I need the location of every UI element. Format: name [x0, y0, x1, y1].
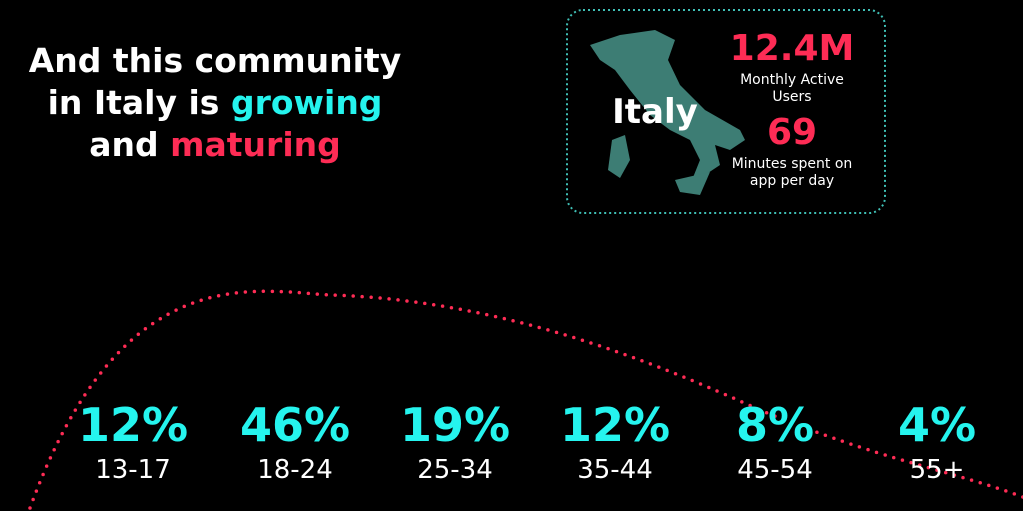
stat-label: Minutes spent on app per day	[731, 156, 853, 189]
age-share: 46%	[239, 398, 351, 452]
stat-label: Monthly Active Users	[740, 72, 844, 105]
headline-text: and	[89, 125, 159, 164]
headline: in Italy is growing	[0, 82, 430, 124]
stat-value: 69	[766, 112, 818, 153]
headline-line: And this community	[28, 41, 402, 80]
stat-value: 12.4M	[729, 28, 855, 69]
headline-highlight: growing	[230, 83, 383, 122]
headline: And this community	[0, 40, 430, 82]
age-range: 35-44	[577, 455, 653, 485]
age-range: 18-24	[257, 455, 333, 485]
age-share: 4%	[897, 398, 977, 452]
italy-map	[590, 30, 745, 195]
age-range: 13-17	[95, 455, 171, 485]
card-border	[566, 9, 886, 214]
headline: and maturing	[0, 124, 430, 166]
age-share: 12%	[559, 398, 671, 452]
age-range: 45-54	[737, 455, 813, 485]
headline-text: in Italy is	[47, 83, 220, 122]
age-range: 55+	[909, 455, 965, 485]
country-name: Italy	[612, 92, 698, 132]
age-share: 8%	[735, 398, 815, 452]
age-range: 25-34	[417, 455, 493, 485]
age-share: 12%	[77, 398, 189, 452]
trend-curve	[28, 289, 1023, 510]
headline-highlight: maturing	[170, 125, 341, 164]
age-share: 19%	[399, 398, 511, 452]
